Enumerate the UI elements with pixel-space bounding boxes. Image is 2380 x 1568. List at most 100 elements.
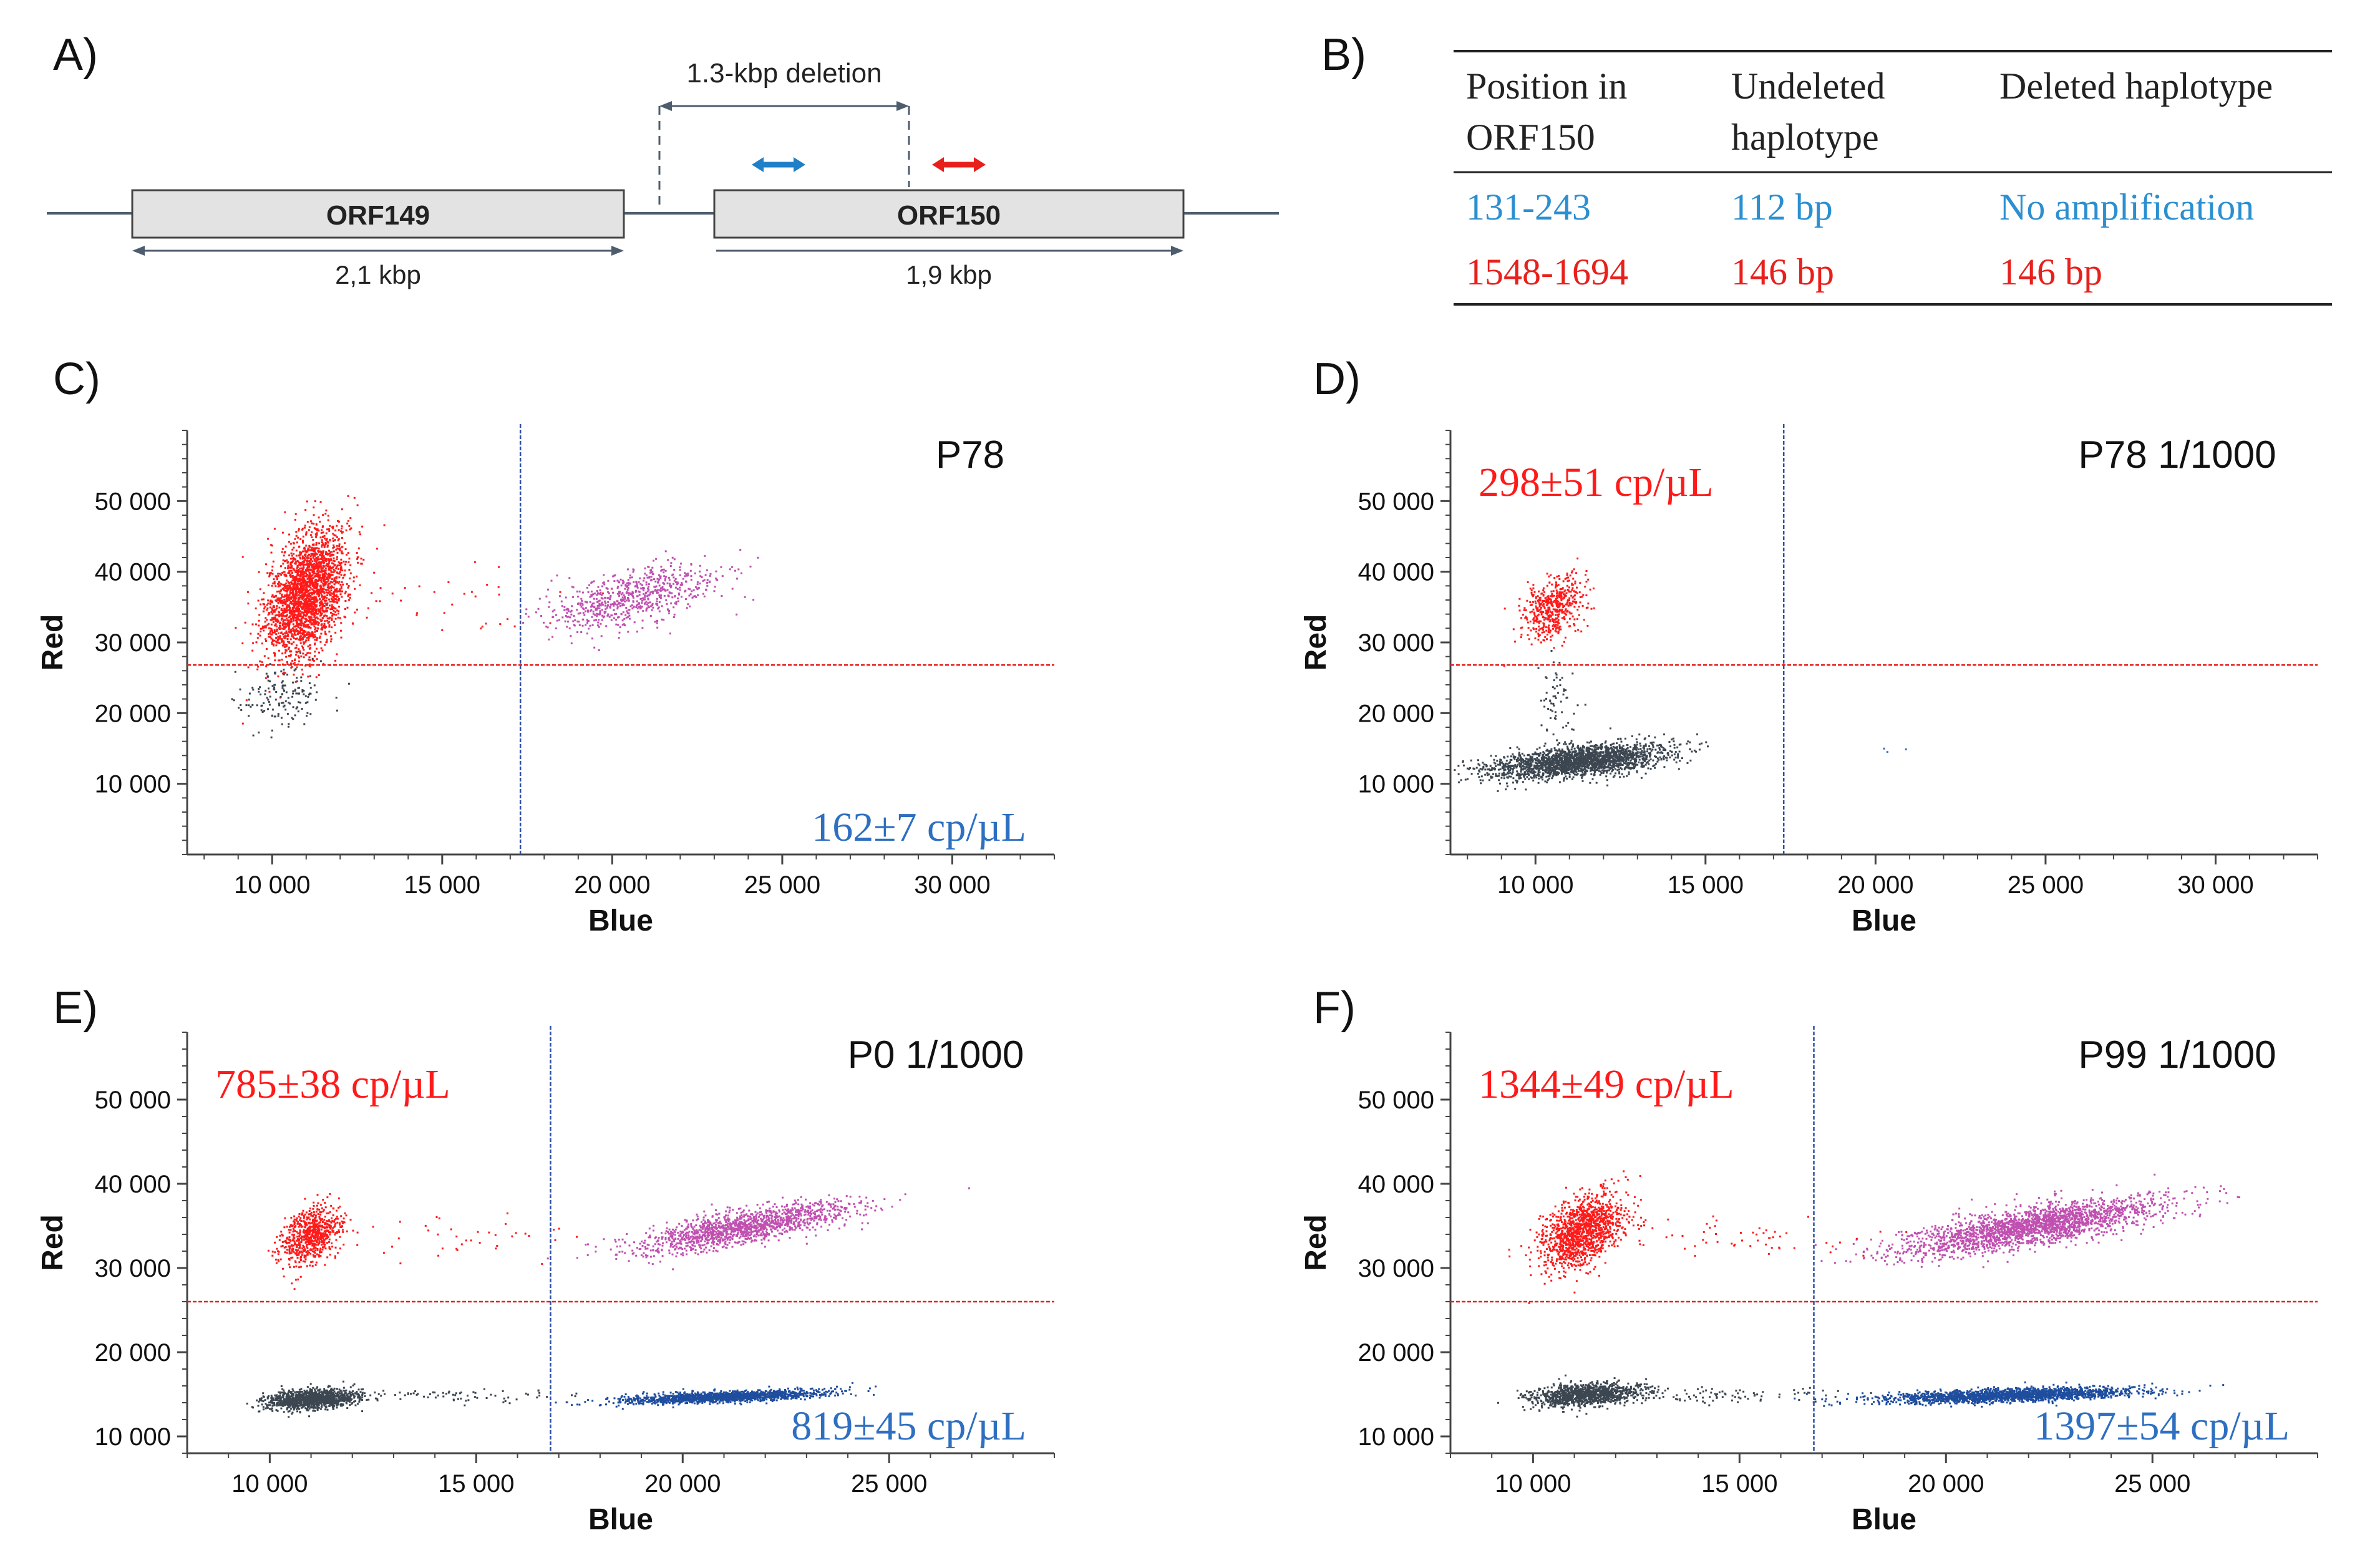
- panel-d-scatter: D) 10 000 15 000 20 000 25 000 30 000 10 000 20…: [1299, 354, 2330, 937]
- x-tick-label: 10 000: [1495, 1470, 1571, 1498]
- y-tick-label: 20 000: [95, 700, 171, 727]
- panel-b: B) Position in ORF150 Undeleted haplotyp…: [1321, 30, 2332, 306]
- panel-b-label: B): [1321, 30, 1366, 80]
- panel-c-label: C): [53, 354, 100, 404]
- x-tick-label: 20 000: [644, 1470, 721, 1498]
- concentration-annotation: 298±51 cp/µL: [1479, 460, 1714, 505]
- cluster-negative-rain: [1537, 650, 1586, 753]
- plot-area: [162, 424, 1067, 861]
- orf150-size: 1,9 kbp: [906, 260, 992, 289]
- y-axis-label: Red: [36, 614, 69, 671]
- header-undeleted-line1: Undeleted: [1731, 65, 1885, 107]
- cluster-negative-rain: [1596, 1386, 1879, 1408]
- y-tick-label: 20 000: [1358, 700, 1434, 727]
- x-tick-label: 25 000: [2008, 871, 2084, 899]
- panel-f-scatter: F) 10 000 15 000 20 000 25 000 10 000 20 000 30…: [1299, 983, 2330, 1536]
- blue-amplicon-icon: [752, 157, 805, 172]
- orf150-size-arrow: [716, 246, 1183, 256]
- row2-deleted: 146 bp: [1999, 251, 2102, 293]
- cluster-blue-positive: [555, 1382, 877, 1410]
- chart-title: P99 1/1000: [2078, 1033, 2276, 1077]
- x-axis-label: Blue: [1852, 904, 1916, 937]
- y-tick-label: 40 000: [1358, 1171, 1434, 1198]
- concentration-annotation: 162±7 cp/µL: [812, 805, 1026, 850]
- y-axis-label: Red: [1299, 614, 1333, 671]
- concentration-annotation: 819±45 cp/µL: [791, 1403, 1026, 1449]
- orf150-box: [713, 189, 1185, 239]
- y-tick-label: 40 000: [1358, 559, 1434, 586]
- x-tick-label: 10 000: [234, 871, 310, 899]
- x-tick-label: 10 000: [231, 1470, 308, 1498]
- panel-d-label: D): [1313, 354, 1361, 404]
- panel-a: A) ORF149 ORF150 2,1 kbp 1,9 kbp 1.3-kbp…: [47, 30, 1279, 289]
- chart-title: P78 1/1000: [2078, 433, 2276, 477]
- orf149-box: [131, 189, 625, 239]
- concentration-annotation: 1397±54 cp/µL: [2034, 1403, 2290, 1449]
- panel-f-label: F): [1313, 983, 1356, 1033]
- y-tick-label: 40 000: [95, 1171, 171, 1198]
- cluster-red-positive: [267, 1193, 354, 1290]
- cluster-blue-positive: [1794, 1381, 2225, 1408]
- cluster-negative: [1454, 727, 1709, 792]
- header-position-line1: Position in: [1466, 65, 1627, 107]
- plot-area: [1426, 424, 2330, 861]
- y-tick-label: 50 000: [95, 1086, 171, 1114]
- y-tick-label: 10 000: [95, 771, 171, 798]
- x-tick-label: 30 000: [2177, 871, 2253, 899]
- header-undeleted-line2: haplotype: [1731, 117, 1879, 158]
- panel-e-scatter: E) 10 000 15 000 20 000 25 000 10 000 20 000 30…: [36, 983, 1067, 1536]
- chart-title: P78: [936, 433, 1004, 477]
- y-tick-label: 20 000: [95, 1339, 171, 1367]
- orf149-size-arrow: [132, 246, 624, 256]
- deletion-arrow: [659, 101, 909, 111]
- x-axis-label: Blue: [588, 904, 653, 937]
- x-tick-label: 15 000: [438, 1470, 514, 1498]
- y-tick-label: 50 000: [95, 488, 171, 515]
- x-tick-label: 25 000: [2114, 1470, 2190, 1498]
- y-axis-label: Red: [1299, 1214, 1333, 1271]
- x-tick-label: 30 000: [914, 871, 990, 899]
- concentration-annotation: 1344±49 cp/µL: [1479, 1062, 1734, 1107]
- row2-position: 1548-1694: [1466, 251, 1628, 293]
- y-tick-label: 10 000: [95, 1423, 171, 1451]
- orf149-size: 2,1 kbp: [335, 260, 421, 289]
- row1-undeleted: 112 bp: [1731, 186, 1833, 228]
- header-position-line2: ORF150: [1466, 117, 1595, 158]
- y-tick-label: 40 000: [95, 559, 171, 586]
- orf150-label: ORF150: [897, 200, 1001, 231]
- y-tick-label: 30 000: [95, 1255, 171, 1282]
- chart-title: P0 1/1000: [848, 1033, 1024, 1077]
- panel-c-scatter: C) 10 000 15 000 20 000 25 000 30 000 10 000 20…: [36, 354, 1067, 937]
- x-tick-label: 15 000: [1701, 1470, 1777, 1498]
- y-axis-label: Red: [36, 1214, 69, 1271]
- cluster-red-positive: [1508, 1170, 1647, 1304]
- y-tick-label: 50 000: [1358, 488, 1434, 515]
- row1-deleted: No amplification: [1999, 186, 2254, 228]
- y-tick-label: 30 000: [95, 629, 171, 657]
- panel-e-label: E): [53, 983, 98, 1033]
- droplet-points: [1497, 1170, 2240, 1418]
- cluster-red-positive: [235, 495, 386, 725]
- y-tick-label: 10 000: [1358, 1423, 1434, 1451]
- x-tick-label: 15 000: [1668, 871, 1744, 899]
- panel-a-label: A): [53, 30, 98, 80]
- header-deleted: Deleted haplotype: [1999, 65, 2273, 107]
- cluster-red-positive: [1503, 557, 1595, 667]
- x-tick-label: 20 000: [574, 871, 650, 899]
- droplet-points: [246, 1187, 970, 1418]
- y-tick-label: 30 000: [1358, 629, 1434, 657]
- cluster-double-positive: [546, 1187, 970, 1270]
- y-tick-label: 30 000: [1358, 1255, 1434, 1282]
- cluster-negative: [1497, 1374, 1659, 1418]
- row1-position: 131-243: [1466, 186, 1591, 228]
- concentration-annotation: 785±38 cp/µL: [215, 1062, 450, 1107]
- cluster-negative-rain: [271, 1388, 578, 1406]
- row2-undeleted: 146 bp: [1731, 251, 1834, 293]
- x-tick-label: 10 000: [1497, 871, 1573, 899]
- deletion-label: 1.3-kbp deletion: [686, 58, 882, 89]
- x-tick-label: 20 000: [1908, 1470, 1984, 1498]
- x-axis-label: Blue: [588, 1503, 653, 1536]
- cluster-negative: [246, 1380, 406, 1418]
- red-amplicon-icon: [932, 157, 986, 172]
